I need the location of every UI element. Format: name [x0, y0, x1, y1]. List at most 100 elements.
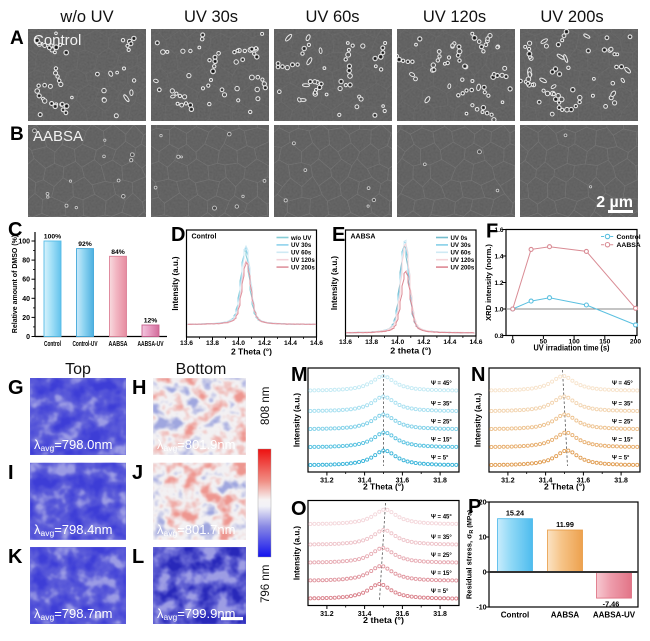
svg-text:14.6: 14.6: [469, 339, 482, 346]
svg-text:Ψ = 5°: Ψ = 5°: [431, 589, 449, 595]
svg-text:92%: 92%: [78, 241, 92, 248]
svg-text:AABSA: AABSA: [351, 234, 376, 241]
svg-text:O: O: [291, 498, 307, 520]
svg-text:E: E: [332, 224, 345, 246]
svg-text:AABSA: AABSA: [551, 611, 580, 620]
svg-text:N: N: [471, 364, 485, 386]
svg-text:UV 200s: UV 200s: [291, 264, 315, 271]
svg-text:12%: 12%: [144, 318, 158, 325]
svg-text:D: D: [171, 224, 185, 246]
svg-text:Control: Control: [33, 32, 81, 49]
svg-text:31.2: 31.2: [320, 611, 334, 618]
svg-text:14.6: 14.6: [310, 340, 323, 347]
svg-text:UV 60s: UV 60s: [451, 250, 472, 257]
svg-text:Ψ = 45°: Ψ = 45°: [612, 381, 633, 387]
svg-text:14.4: 14.4: [443, 339, 456, 346]
svg-text:Ψ = 35°: Ψ = 35°: [431, 402, 452, 408]
svg-text:Ψ = 15°: Ψ = 15°: [431, 438, 452, 444]
svg-text:31.2: 31.2: [501, 478, 515, 485]
svg-text:UV 120s: UV 120s: [423, 8, 486, 26]
svg-text:Top: Top: [65, 361, 91, 378]
svg-text:Ψ = 45°: Ψ = 45°: [431, 515, 452, 521]
svg-text:0.8: 0.8: [494, 333, 503, 340]
svg-text:13.8: 13.8: [365, 339, 378, 346]
svg-text:2 Theta (°): 2 Theta (°): [231, 347, 272, 357]
svg-text:Control: Control: [44, 341, 61, 348]
svg-text:13.6: 13.6: [180, 340, 193, 347]
svg-text:Ψ = 25°: Ψ = 25°: [431, 553, 452, 559]
svg-text:Ψ = 25°: Ψ = 25°: [431, 420, 452, 426]
svg-text:10: 10: [479, 534, 487, 541]
svg-text:K: K: [8, 546, 23, 568]
svg-text:I: I: [8, 462, 14, 484]
svg-text:AABSA-UV: AABSA-UV: [138, 341, 164, 348]
svg-text:UV 30s: UV 30s: [184, 8, 238, 26]
svg-text:1.4: 1.4: [494, 253, 503, 260]
svg-text:100: 100: [18, 239, 30, 246]
svg-text:UV 200s: UV 200s: [451, 264, 475, 271]
svg-text:Control-UV: Control-UV: [73, 341, 98, 348]
svg-text:20: 20: [22, 315, 30, 322]
svg-text:Ψ = 25°: Ψ = 25°: [612, 420, 633, 426]
svg-text:J: J: [132, 462, 143, 484]
svg-text:UV 30s: UV 30s: [291, 242, 312, 249]
svg-text:1.6: 1.6: [494, 227, 503, 234]
svg-text:w/o UV: w/o UV: [290, 235, 312, 242]
svg-text:13.6: 13.6: [339, 339, 352, 346]
svg-text:AABSA: AABSA: [33, 128, 83, 145]
svg-text:Residual stress, σR (MPa): Residual stress, σR (MPa): [465, 510, 475, 599]
svg-text:UV irradiation time (s): UV irradiation time (s): [534, 343, 610, 353]
svg-text:UV 120s: UV 120s: [451, 257, 475, 264]
svg-text:H: H: [132, 377, 146, 399]
svg-text:Ψ = 35°: Ψ = 35°: [612, 402, 633, 408]
svg-text:Ψ = 15°: Ψ = 15°: [612, 438, 633, 444]
svg-text:100%: 100%: [44, 234, 61, 241]
svg-text:Ψ = 45°: Ψ = 45°: [431, 381, 452, 387]
svg-text:-10: -10: [476, 604, 486, 611]
svg-text:Intensity (a.u.): Intensity (a.u.): [171, 256, 180, 311]
svg-text:2 µm: 2 µm: [596, 194, 633, 211]
svg-text:Bottom: Bottom: [176, 361, 227, 378]
svg-text:31.2: 31.2: [320, 478, 334, 485]
svg-text:G: G: [8, 377, 24, 399]
svg-text:AABSA: AABSA: [617, 242, 641, 249]
svg-text:Relative amount of DMSO (%): Relative amount of DMSO (%): [12, 235, 19, 333]
svg-text:AABSA: AABSA: [109, 341, 128, 348]
svg-text:w/o UV: w/o UV: [59, 8, 113, 26]
svg-text:2 theta (°): 2 theta (°): [363, 615, 404, 625]
svg-text:UV 200s: UV 200s: [540, 8, 603, 26]
svg-text:20: 20: [479, 499, 487, 506]
svg-text:-7.46: -7.46: [603, 600, 620, 609]
svg-text:0: 0: [26, 334, 30, 341]
svg-text:Ψ = 15°: Ψ = 15°: [431, 571, 452, 577]
svg-text:Control: Control: [192, 234, 217, 241]
svg-text:2 theta (°): 2 theta (°): [390, 346, 431, 356]
svg-text:Intensity (a.u.): Intensity (a.u.): [293, 393, 302, 448]
svg-text:Ψ = 35°: Ψ = 35°: [431, 535, 452, 541]
svg-text:Control: Control: [617, 234, 641, 241]
svg-text:1.2: 1.2: [494, 280, 503, 287]
svg-text:200: 200: [630, 339, 641, 346]
svg-text:14.4: 14.4: [284, 340, 297, 347]
svg-text:40: 40: [22, 296, 30, 303]
svg-text:Ψ = 5°: Ψ = 5°: [431, 456, 449, 462]
svg-text:796 nm: 796 nm: [260, 565, 272, 603]
svg-text:UV 60s: UV 60s: [305, 8, 359, 26]
svg-text:2 Theta (°): 2 Theta (°): [544, 482, 585, 492]
svg-text:11.99: 11.99: [556, 520, 574, 529]
svg-text:UV 0s: UV 0s: [451, 235, 469, 242]
svg-text:AABSA-UV: AABSA-UV: [593, 611, 636, 620]
svg-text:2 Theta (°): 2 Theta (°): [363, 482, 404, 492]
svg-text:60: 60: [22, 277, 30, 284]
svg-text:1.0: 1.0: [494, 306, 503, 313]
svg-text:13.8: 13.8: [206, 340, 219, 347]
svg-text:Ψ = 5°: Ψ = 5°: [612, 456, 630, 462]
svg-text:A: A: [10, 28, 24, 49]
svg-text:84%: 84%: [111, 249, 125, 256]
svg-text:31.8: 31.8: [433, 611, 447, 618]
svg-text:UV 60s: UV 60s: [291, 250, 312, 257]
svg-text:UV 30s: UV 30s: [451, 242, 472, 249]
svg-text:M: M: [291, 364, 308, 386]
svg-text:15.24: 15.24: [506, 509, 525, 518]
svg-text:808 nm: 808 nm: [260, 387, 272, 425]
